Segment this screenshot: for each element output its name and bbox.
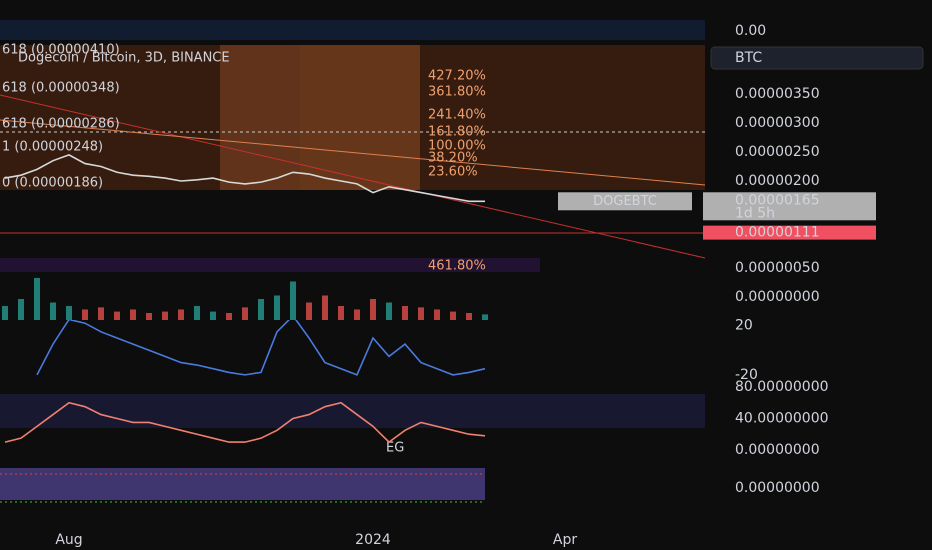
volume-bar — [34, 278, 40, 320]
level-label: 618 (0.00000410) — [2, 43, 120, 58]
price-line — [4, 154, 485, 203]
volume-bar — [2, 306, 8, 320]
y-tick-label: 0.00000250 — [735, 144, 820, 160]
symbol-label: DOGEBTC — [593, 194, 657, 209]
volume-bar — [274, 295, 280, 320]
volume-bar — [226, 313, 232, 320]
fib-label: 100.00% — [428, 139, 486, 154]
y-tick-label: 0.00000300 — [735, 115, 820, 131]
stochastic-line — [4, 401, 486, 444]
y-tick-label: 80.00000000 — [735, 379, 829, 395]
y-tick-label: 0.00000050 — [735, 260, 820, 276]
level-label: 1 (0.00000248) — [2, 140, 103, 155]
top-pane-label: 0.00 — [735, 23, 766, 39]
fib-label: 461.80% — [428, 259, 486, 274]
alert-tag — [703, 225, 876, 240]
x-tick-label: Apr — [553, 532, 577, 548]
volume-bar — [210, 311, 216, 320]
symbol-tag — [558, 192, 692, 211]
pane — [4, 154, 485, 203]
volume-bar — [370, 299, 376, 320]
oscillator-line — [36, 320, 486, 376]
volume-bar — [322, 295, 328, 320]
fib-label: 161.80% — [428, 125, 486, 140]
volume-bar — [130, 309, 136, 320]
currency: BTC — [735, 50, 762, 66]
y-tick-label: 0.00000000 — [735, 480, 820, 496]
volume-bar — [242, 307, 248, 320]
volume-bar — [434, 309, 440, 320]
price-tag — [703, 192, 876, 221]
volume-bar — [258, 299, 264, 320]
volume-bar — [466, 313, 472, 320]
y-tick-label: 0.00000350 — [735, 86, 820, 102]
volume-bar — [354, 309, 360, 320]
volume-bar — [338, 306, 344, 320]
volume-bar — [290, 281, 296, 320]
trend-line — [0, 119, 706, 186]
volume-bar — [82, 309, 88, 320]
x-tick-label: 2024 — [355, 532, 391, 548]
fib-label: 427.20% — [428, 69, 486, 84]
volume-bar — [306, 302, 312, 320]
volume-bar — [482, 314, 488, 320]
y-tick-label: -20 — [735, 367, 758, 383]
fib-label: 361.80% — [428, 85, 486, 100]
fib-zone — [300, 45, 420, 190]
fib-label: 241.40% — [428, 108, 486, 123]
volume-bar — [18, 299, 24, 320]
chart-title: Dogecoin / Bitcoin, 3D, BINANCE — [18, 51, 230, 66]
level-label: 0 (0.00000186) — [2, 176, 103, 191]
annotation: EG — [386, 441, 404, 456]
fib-label: 38.20% — [428, 151, 478, 166]
bottom-pane-area — [0, 468, 485, 500]
fib-label: 23.60% — [428, 165, 478, 180]
currency-box[interactable] — [710, 46, 924, 70]
y-tick-label: 20 — [735, 318, 753, 334]
volume-bar — [402, 306, 408, 320]
pane — [36, 320, 486, 376]
y-tick-label: 0.00000200 — [735, 173, 820, 189]
volume-bar — [98, 307, 104, 320]
level-label: 618 (0.00000286) — [2, 117, 120, 132]
volume-bar — [114, 311, 120, 320]
volume-bar — [50, 302, 56, 320]
level-label: 618 (0.00000348) — [2, 81, 120, 96]
volume-bar — [146, 313, 152, 320]
fib-zone — [220, 45, 300, 190]
trend-line — [0, 94, 706, 259]
volume-bar — [178, 309, 184, 320]
y-tick-label: 0.00000000 — [735, 289, 820, 305]
volume-bar — [418, 307, 424, 320]
x-tick-label: Aug — [55, 532, 82, 548]
volume-bar — [66, 306, 72, 320]
volume-bar — [386, 302, 392, 320]
countdown: 1d 5h — [735, 205, 775, 221]
volume-bar — [450, 311, 456, 320]
top-pane — [0, 20, 705, 40]
price-label: 0.00000165 — [735, 192, 820, 208]
fib-zone — [0, 45, 705, 190]
volume-bar — [194, 306, 200, 320]
alert-label: 0.00000111 — [735, 225, 820, 241]
fib-band — [0, 258, 540, 272]
y-tick-label: 40.00000000 — [735, 410, 829, 426]
volume-bar — [162, 311, 168, 320]
y-tick-label: 0.00000000 — [735, 442, 820, 458]
